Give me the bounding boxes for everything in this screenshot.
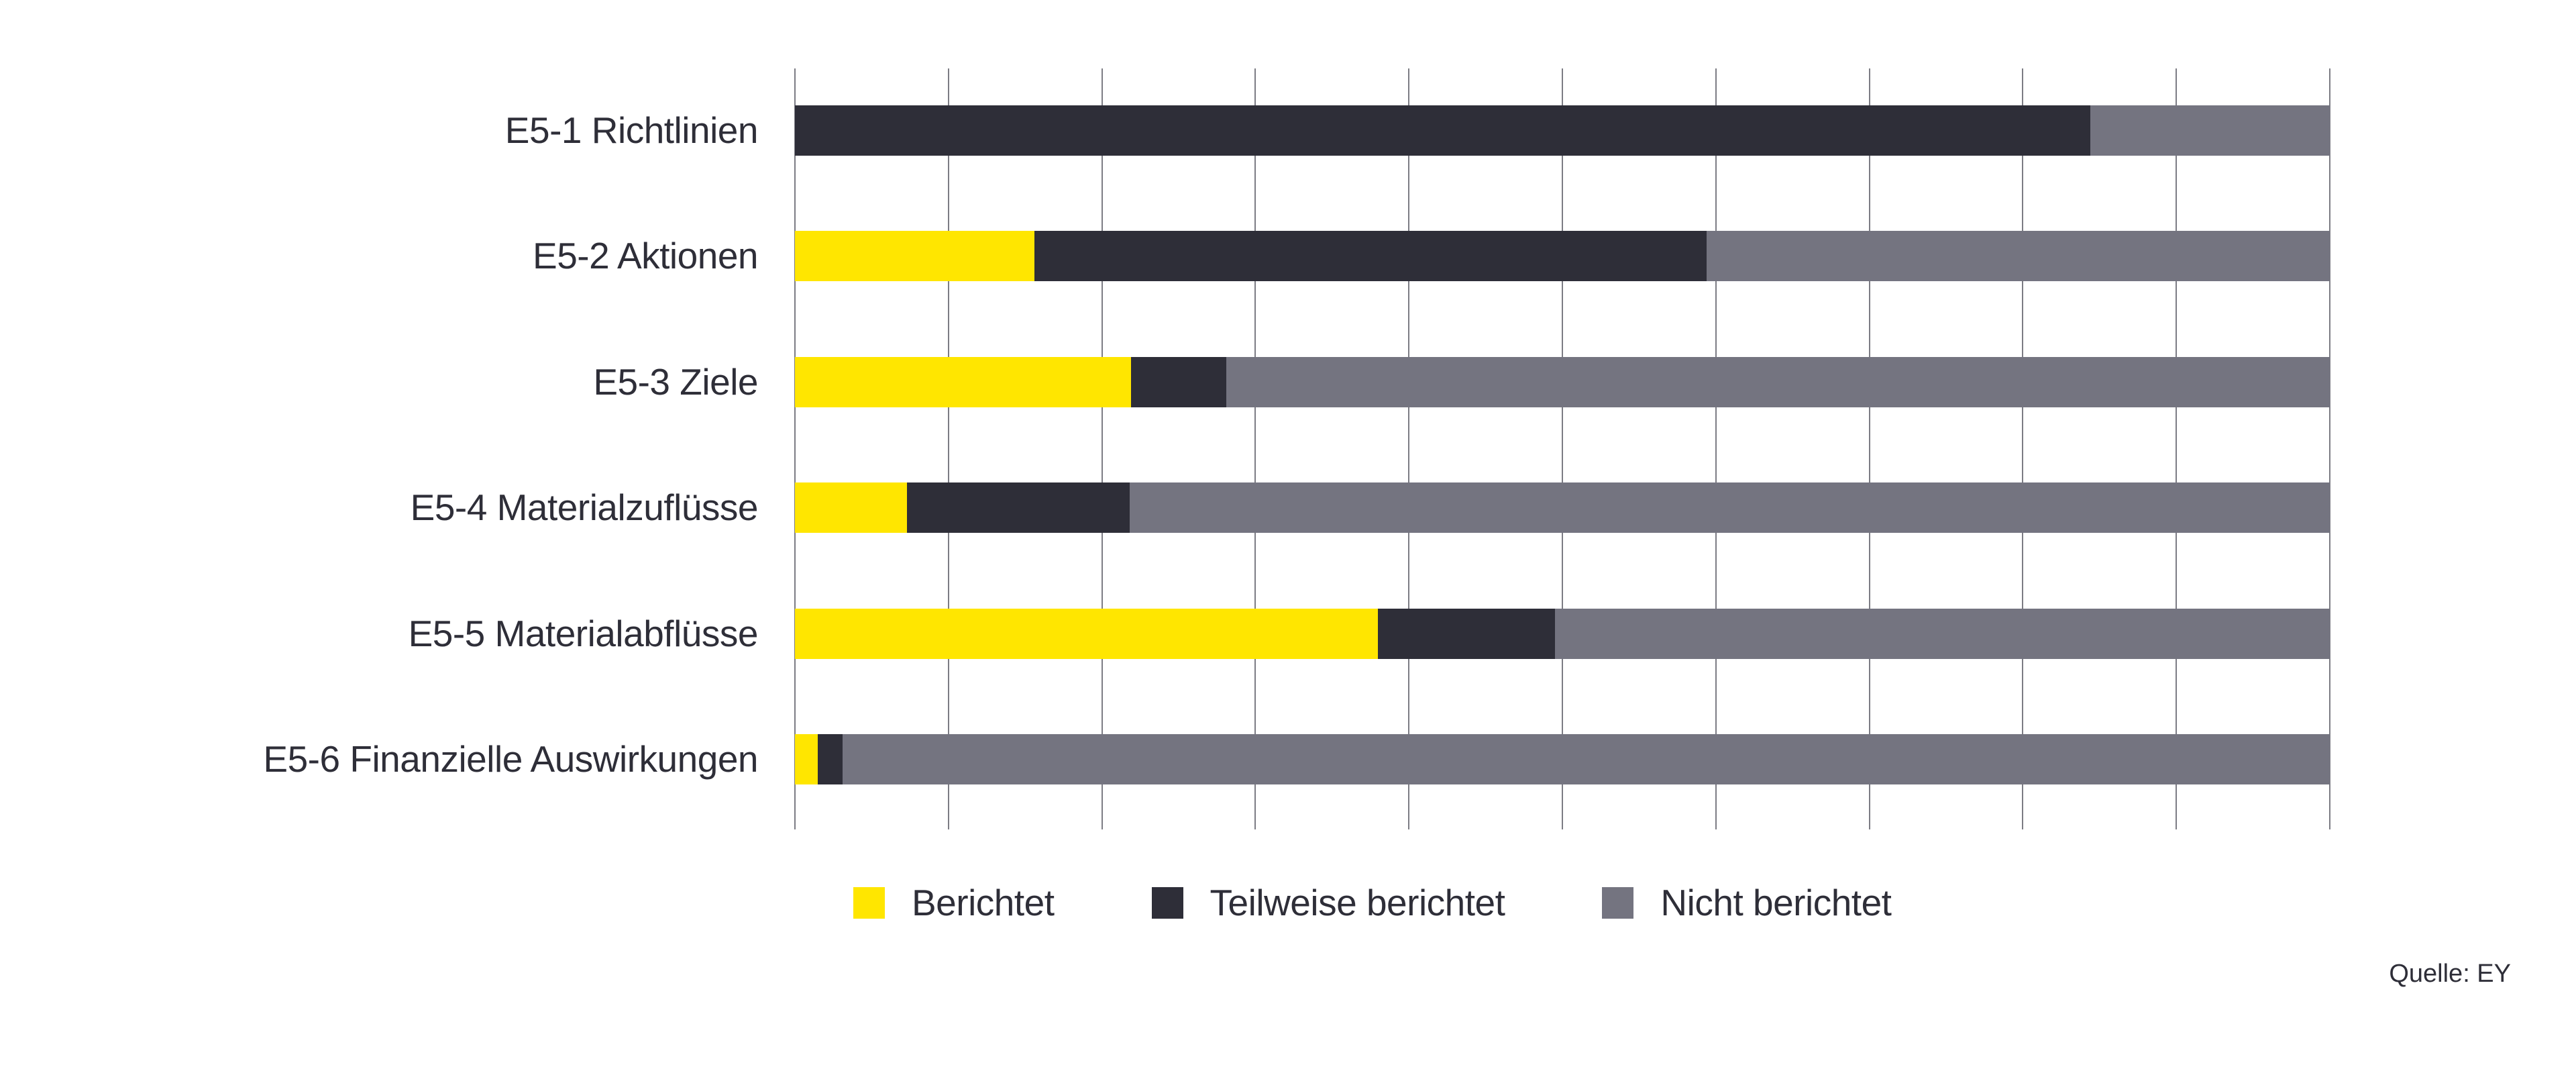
bar-track bbox=[795, 734, 2330, 784]
legend-item: Teilweise berichtet bbox=[1151, 882, 1505, 923]
category-label: E5-6 Finanzielle Auswirkungen bbox=[263, 738, 758, 780]
bar-segment-nicht-berichtet bbox=[1129, 482, 2330, 533]
bar-segment-berichtet bbox=[795, 356, 1132, 407]
bar-segment-nicht-berichtet bbox=[842, 734, 2330, 784]
legend-label: Berichtet bbox=[912, 882, 1055, 923]
bar-track bbox=[795, 608, 2330, 659]
legend-item: Nicht berichtet bbox=[1602, 882, 1892, 923]
bar-segment-nicht-berichtet bbox=[1554, 608, 2330, 659]
gridline bbox=[947, 68, 949, 829]
bar-segment-teilweise-berichtet bbox=[818, 734, 843, 784]
legend: Berichtet Teilweise berichtet Nicht berich… bbox=[853, 882, 1892, 923]
category-label: E5-1 Richtlinien bbox=[504, 109, 759, 151]
bar-segment-teilweise-berichtet bbox=[1378, 608, 1555, 659]
bar-segment-nicht-berichtet bbox=[1707, 231, 2330, 282]
bar-segment-teilweise-berichtet bbox=[795, 105, 2091, 156]
bar-track bbox=[795, 105, 2330, 156]
gridline bbox=[1254, 68, 1256, 829]
bar-track bbox=[795, 231, 2330, 282]
legend-swatch-icon bbox=[1602, 887, 1634, 919]
bar-segment-nicht-berichtet bbox=[2090, 105, 2330, 156]
bar-segment-berichtet bbox=[795, 734, 818, 784]
gridline bbox=[2176, 68, 2178, 829]
gridline bbox=[1715, 68, 1717, 829]
gridline bbox=[1562, 68, 1563, 829]
y-axis-line bbox=[794, 68, 796, 829]
source-note: Quelle: EY bbox=[2389, 960, 2511, 988]
legend-swatch-icon bbox=[1151, 887, 1183, 919]
gridline bbox=[2329, 68, 2330, 829]
legend-swatch-icon bbox=[853, 887, 885, 919]
category-label: E5-2 Aktionen bbox=[533, 235, 758, 277]
legend-item: Berichtet bbox=[853, 882, 1055, 923]
bar-track bbox=[795, 482, 2330, 533]
category-label: E5-4 Materialzuflüsse bbox=[410, 487, 759, 529]
category-label: E5-5 Materialabflüsse bbox=[408, 612, 759, 654]
bar-segment-nicht-berichtet bbox=[1226, 356, 2330, 407]
gridline bbox=[2022, 68, 2024, 829]
plot-area bbox=[794, 68, 2330, 829]
gridline bbox=[1408, 68, 1410, 829]
bar-segment-berichtet bbox=[795, 231, 1034, 282]
gridline bbox=[1101, 68, 1103, 829]
legend-label: Teilweise berichtet bbox=[1210, 882, 1505, 923]
bar-track bbox=[795, 356, 2330, 407]
bar-segment-teilweise-berichtet bbox=[1131, 356, 1226, 407]
bar-segment-berichtet bbox=[795, 482, 908, 533]
legend-label: Nicht berichtet bbox=[1660, 882, 1892, 923]
bar-segment-teilweise-berichtet bbox=[907, 482, 1130, 533]
bar-segment-teilweise-berichtet bbox=[1034, 231, 1707, 282]
category-label: E5-3 Ziele bbox=[593, 360, 758, 403]
bar-segment-berichtet bbox=[795, 608, 1379, 659]
gridline bbox=[1868, 68, 1870, 829]
